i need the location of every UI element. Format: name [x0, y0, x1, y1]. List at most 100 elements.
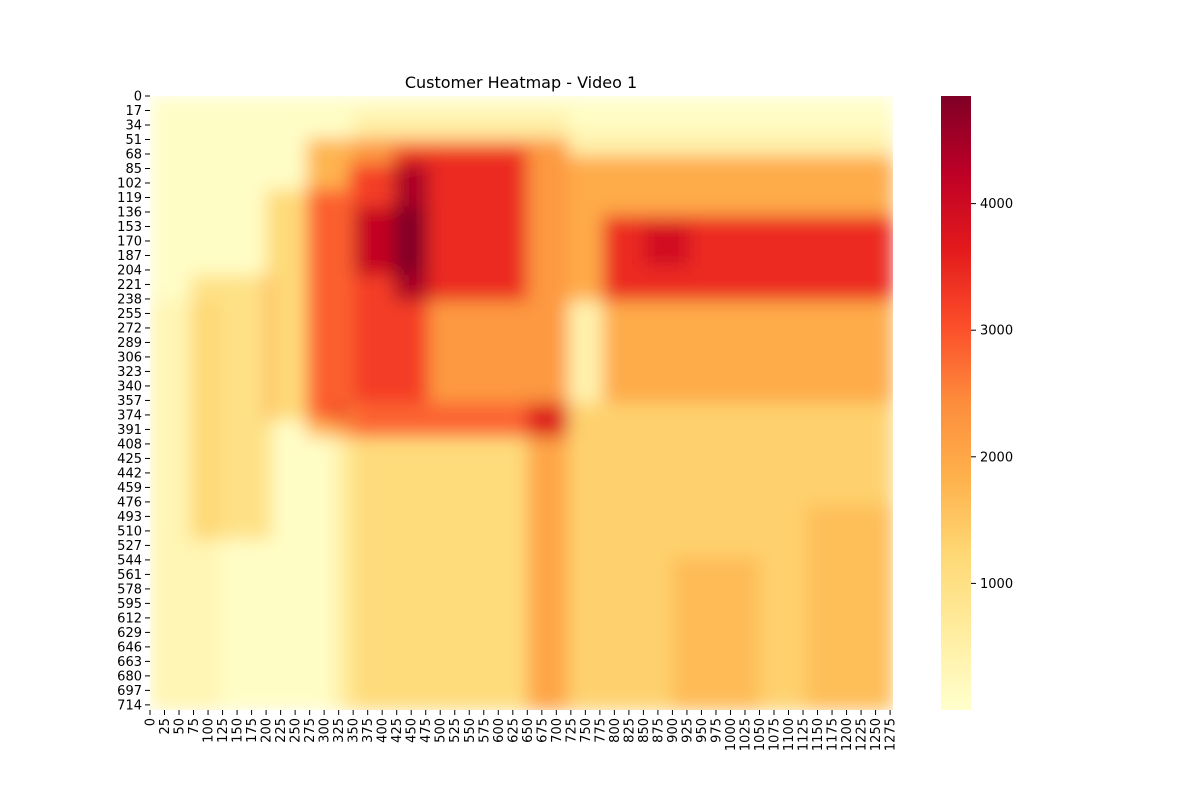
- heatmap-cell: [800, 275, 807, 285]
- heatmap-cell: [202, 377, 209, 387]
- heatmap-cell: [678, 104, 685, 114]
- heatmap-cell: [834, 240, 842, 251]
- heatmap-cell: [718, 130, 726, 140]
- heatmap-cell: [237, 172, 244, 182]
- heatmap-cell: [504, 96, 511, 106]
- heatmap-cell: [869, 249, 877, 259]
- heatmap-cell: [643, 147, 650, 157]
- heatmap-cell: [596, 368, 604, 379]
- heatmap-cell: [225, 300, 232, 310]
- heatmap-cell: [678, 232, 685, 242]
- heatmap-cell: [742, 343, 749, 353]
- heatmap-cell: [521, 172, 528, 182]
- heatmap-cell: [544, 104, 552, 114]
- heatmap-cell: [370, 266, 377, 276]
- heatmap-cell: [713, 275, 720, 285]
- heatmap-cell: [318, 300, 325, 310]
- heatmap-cell: [608, 368, 615, 379]
- heatmap-cell: [713, 377, 720, 387]
- heatmap-cell: [556, 232, 563, 242]
- heatmap-cell: [417, 266, 424, 276]
- heatmap-cell: [782, 138, 790, 148]
- heatmap-cell: [213, 360, 221, 370]
- heatmap-cell: [788, 164, 795, 174]
- heatmap-cell: [469, 96, 476, 106]
- heatmap-cell: [678, 283, 685, 293]
- heatmap-cell: [277, 189, 285, 199]
- heatmap-cell: [620, 411, 627, 421]
- heatmap-cell: [411, 232, 418, 242]
- heatmap-cell: [643, 283, 650, 293]
- heatmap-cell: [562, 96, 569, 106]
- heatmap-cell: [840, 334, 848, 344]
- heatmap-cell: [788, 223, 795, 234]
- heatmap-cell: [237, 181, 244, 191]
- heatmap-cell: [393, 266, 401, 276]
- heatmap-cell: [724, 223, 732, 234]
- heatmap-cell: [341, 189, 348, 199]
- heatmap-cell: [834, 138, 842, 148]
- heatmap-cell: [382, 249, 389, 259]
- heatmap-cell: [277, 155, 285, 165]
- heatmap-cell: [643, 292, 650, 302]
- heatmap-cell: [521, 377, 528, 387]
- heatmap-cell: [446, 420, 453, 430]
- heatmap-cell: [765, 309, 772, 319]
- heatmap-cell: [196, 96, 203, 106]
- heatmap-cell: [184, 266, 192, 276]
- heatmap-cell: [318, 394, 325, 404]
- heatmap-cell: [527, 394, 534, 404]
- heatmap-cell: [405, 403, 412, 413]
- heatmap-cell: [196, 351, 203, 361]
- heatmap-cell: [625, 403, 633, 413]
- heatmap-cell: [608, 258, 615, 268]
- heatmap-cell: [840, 403, 848, 413]
- heatmap-cell: [631, 360, 639, 370]
- heatmap-cell: [324, 317, 331, 327]
- heatmap-cell: [475, 292, 482, 302]
- heatmap-cell: [266, 147, 273, 157]
- heatmap-cell: [347, 360, 354, 370]
- heatmap-cell: [823, 266, 830, 276]
- heatmap-cell: [707, 223, 714, 234]
- heatmap-cell: [242, 206, 250, 216]
- heatmap-cell: [829, 121, 836, 131]
- heatmap-cell: [776, 411, 784, 421]
- heatmap-cell: [411, 215, 418, 225]
- heatmap-cell: [701, 232, 708, 242]
- heatmap-cell: [782, 343, 790, 353]
- heatmap-cell: [811, 360, 819, 370]
- heatmap-cell: [161, 258, 169, 268]
- heatmap-cell: [300, 343, 308, 353]
- heatmap-cell: [742, 249, 749, 259]
- heatmap-cell: [347, 334, 354, 344]
- heatmap-cell: [585, 249, 592, 259]
- heatmap-cell: [863, 360, 871, 370]
- heatmap-cell: [300, 300, 308, 310]
- heatmap-cell: [678, 155, 685, 165]
- heatmap-cell: [846, 215, 853, 225]
- heatmap-cell: [196, 206, 203, 216]
- heatmap-cell: [411, 403, 418, 413]
- heatmap-cell: [759, 283, 766, 293]
- heatmap-cell: [573, 292, 581, 302]
- heatmap-cell: [800, 326, 807, 336]
- heatmap-cell: [672, 283, 679, 293]
- heatmap-cell: [591, 275, 598, 285]
- heatmap-cell: [678, 206, 685, 216]
- heatmap-cell: [625, 138, 633, 148]
- heatmap-cell: [179, 121, 186, 131]
- heatmap-cell: [811, 96, 819, 106]
- heatmap-cell: [782, 403, 790, 413]
- heatmap-cell: [759, 172, 766, 182]
- heatmap-cell: [718, 368, 726, 379]
- heatmap-cell: [521, 309, 528, 319]
- heatmap-cell: [277, 164, 285, 174]
- heatmap-cell: [736, 215, 743, 225]
- heatmap-cell: [382, 403, 389, 413]
- heatmap-cell: [707, 121, 714, 131]
- heatmap-cell: [695, 223, 703, 234]
- heatmap-cell: [463, 258, 470, 268]
- heatmap-cell: [300, 206, 308, 216]
- heatmap-cell: [724, 249, 732, 259]
